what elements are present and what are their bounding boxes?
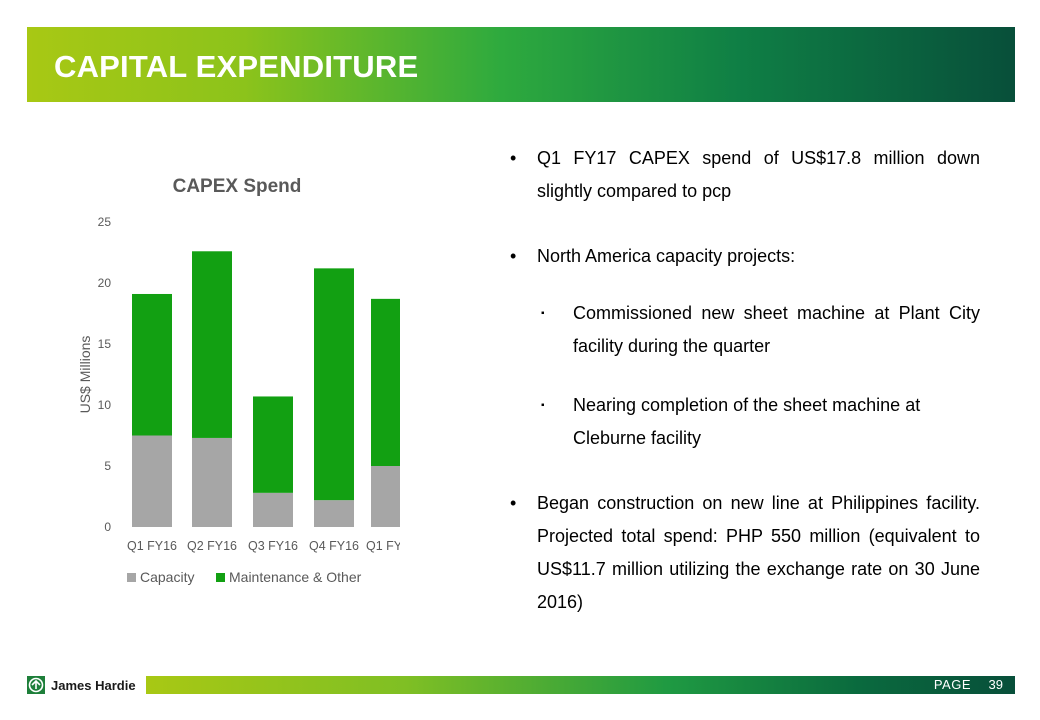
y-tick-label: 15	[98, 337, 112, 351]
y-axis-label: US$ Millions	[77, 336, 93, 414]
y-tick-label: 0	[104, 520, 111, 534]
sub-bullet-text: Nearing completion of the sheet machine …	[573, 395, 921, 448]
sub-bullet-cleburne: ▪ Nearing completion of the sheet machin…	[508, 389, 980, 455]
bullet-text: Q1 FY17 CAPEX spend of US$17.8 million d…	[537, 148, 980, 201]
legend-label: Capacity	[140, 569, 194, 585]
bar-capacity	[314, 500, 354, 527]
james-hardie-logo: James Hardie	[27, 676, 136, 694]
bullet-north-america: • North America capacity projects:	[508, 240, 980, 273]
y-tick-label: 5	[104, 459, 111, 473]
bullet-text: North America capacity projects:	[537, 246, 796, 266]
bar-capacity	[371, 466, 400, 527]
title-banner: CAPITAL EXPENDITURE	[27, 27, 1015, 102]
bullet-text: Began construction on new line at Philip…	[537, 493, 980, 612]
footer-bar: PAGE 39	[146, 676, 1015, 694]
sub-bullet-marker: ▪	[541, 308, 545, 319]
bullet-marker: •	[510, 148, 517, 168]
legend-swatch	[127, 573, 136, 582]
legend-swatch	[216, 573, 225, 582]
james-hardie-logo-icon	[27, 676, 45, 694]
sub-bullet-marker: ▪	[541, 400, 545, 411]
page-label: PAGE	[933, 677, 971, 692]
sub-bullet-text: Commissioned new sheet machine at Plant …	[573, 303, 980, 356]
y-tick-label: 10	[98, 398, 112, 412]
page-title: CAPITAL EXPENDITURE	[54, 49, 419, 84]
bar-capacity	[192, 437, 232, 527]
bar-maintenance-other	[314, 268, 354, 501]
logo-text: James Hardie	[51, 677, 136, 693]
y-tick-label: 20	[98, 276, 112, 290]
chart-title: CAPEX Spend	[173, 176, 302, 197]
capex-chart: CAPEX Spend 0 5 10 15 20 25 US$ Millions Q1 FY16…	[77, 176, 400, 585]
bar-maintenance-other	[192, 251, 232, 438]
bullet-marker: •	[510, 246, 517, 266]
bullet-list: • Q1 FY17 CAPEX spend of US$17.8 million…	[508, 142, 980, 619]
bar-capacity	[253, 492, 293, 527]
y-tick-label: 25	[98, 215, 112, 229]
legend-label: Maintenance & Other	[229, 569, 362, 585]
x-tick-label: Q3 FY16	[248, 539, 298, 553]
bullet-philippines: • Began construction on new line at Phil…	[508, 487, 980, 619]
x-tick-label: Q2 FY16	[187, 539, 237, 553]
bar-maintenance-other	[132, 293, 172, 436]
bar-maintenance-other	[371, 298, 400, 466]
page-number: 39	[988, 677, 1003, 692]
sub-bullet-plant-city: ▪ Commissioned new sheet machine at Plan…	[508, 297, 980, 363]
bar-maintenance-other	[253, 396, 293, 493]
x-tick-label: Q1 FY16	[127, 539, 177, 553]
bar-capacity	[132, 435, 172, 527]
x-tick-label: Q1 FY17	[366, 539, 400, 553]
x-tick-label: Q4 FY16	[309, 539, 359, 553]
bullet-capex-spend: • Q1 FY17 CAPEX spend of US$17.8 million…	[508, 142, 980, 208]
bullet-marker: •	[510, 493, 517, 513]
